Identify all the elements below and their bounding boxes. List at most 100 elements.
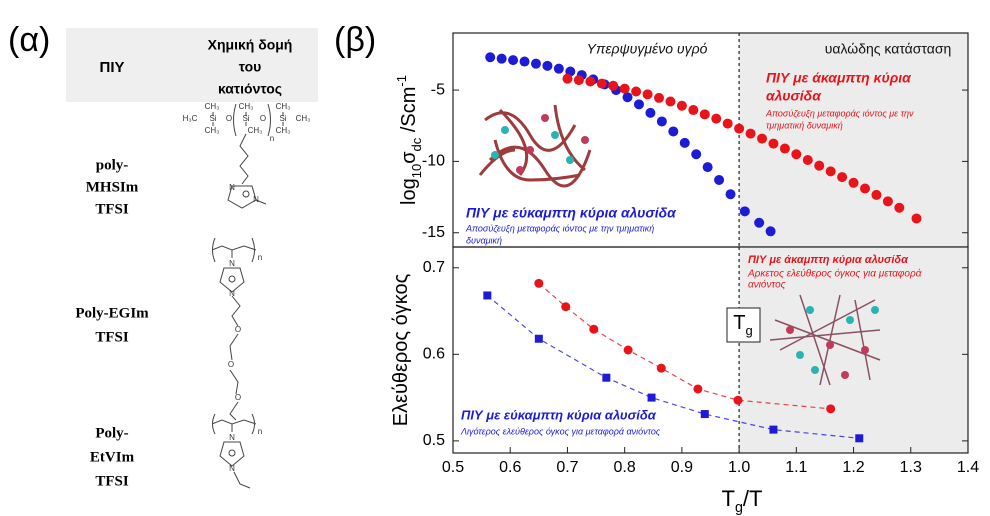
- marker: [561, 302, 571, 312]
- polymer-name: EtVIm: [90, 449, 135, 465]
- annotation: αλυσίδα: [766, 88, 822, 104]
- marker: [734, 123, 745, 134]
- annotation: ΠΙΥ με εύκαμπτη κύρια αλυσίδα: [466, 205, 677, 221]
- marker: [882, 196, 893, 207]
- marker: [768, 138, 779, 149]
- label-part: g: [745, 323, 752, 338]
- x-tick-label: 0.6: [499, 459, 521, 476]
- marker: [826, 404, 836, 414]
- structure: [212, 103, 284, 209]
- table-header: κατιόντος: [218, 81, 282, 97]
- label-part: T: [733, 312, 745, 334]
- x-tick-label: 1.2: [842, 459, 864, 476]
- table-header-bg: [66, 28, 318, 102]
- table-header: του: [239, 59, 262, 75]
- atom-label: n: [258, 427, 262, 436]
- marker: [676, 100, 687, 111]
- marker: [871, 189, 882, 200]
- marker: [633, 99, 644, 110]
- marker: [837, 172, 848, 183]
- x-tick-label: 0.9: [671, 459, 693, 476]
- atom-label: CH₃: [276, 102, 291, 111]
- marker: [733, 395, 743, 405]
- polymer-name: Poly-: [95, 425, 128, 441]
- marker: [769, 425, 778, 434]
- marker: [562, 73, 573, 84]
- marker: [757, 133, 767, 144]
- marker: [860, 183, 870, 194]
- marker: [542, 60, 553, 71]
- polymer-name: MHSIm: [86, 179, 139, 195]
- marker: [814, 160, 825, 171]
- marker: [711, 113, 722, 124]
- marker: [619, 83, 630, 94]
- marker: [722, 118, 733, 129]
- marker: [691, 149, 702, 160]
- annotation: Αποσύζευξη μεταφοράς ιόντος με την τμημα…: [465, 223, 654, 233]
- label-part: 10: [409, 164, 424, 178]
- marker: [589, 324, 599, 334]
- marker: [496, 53, 507, 64]
- annotation: ανιόντος: [748, 279, 786, 291]
- x-axis-label: Tg/T: [722, 486, 763, 516]
- schematic-rigid: [769, 294, 881, 386]
- atom-label: N: [229, 183, 235, 192]
- tg-label: Tg: [733, 312, 752, 338]
- y-tick-label: -15: [422, 224, 445, 241]
- marker: [668, 126, 679, 137]
- label-part: T: [722, 486, 735, 511]
- x-tick-label: 1.4: [957, 459, 979, 476]
- marker: [596, 78, 607, 89]
- annotation: δυναμική: [466, 235, 502, 245]
- atom-label: CH₃: [276, 126, 291, 135]
- marker: [508, 55, 519, 66]
- annotation: τμηματική δυναμική: [766, 120, 843, 130]
- polymer-name: TFSI: [95, 473, 129, 489]
- marker: [825, 166, 836, 177]
- table-header: ΠΙΥ: [99, 59, 124, 76]
- structure: [211, 237, 257, 421]
- marker: [602, 373, 611, 382]
- marker: [779, 143, 790, 154]
- marker: [573, 75, 584, 86]
- marker: [608, 80, 619, 91]
- marker: [483, 291, 492, 300]
- marker: [622, 92, 633, 103]
- schematic-rigid-ions: [786, 306, 879, 379]
- annotation: ΠΙΥ με εύκαμπτη κύρια αλυσίδα: [461, 407, 657, 422]
- marker: [791, 149, 802, 160]
- polymer-name: TFSI: [95, 329, 129, 345]
- marker: [693, 384, 703, 394]
- atom-label: CH₃: [248, 126, 263, 135]
- atom-label: N: [229, 433, 235, 442]
- marker: [725, 189, 736, 200]
- y-tick-label: 0.7: [423, 259, 445, 276]
- marker: [530, 58, 541, 69]
- atom-label: CH₃: [239, 102, 254, 111]
- atom-label: CH₃: [205, 126, 220, 135]
- marker: [656, 363, 666, 373]
- atom-label: N: [229, 289, 235, 298]
- marker: [631, 86, 642, 97]
- marker: [553, 63, 564, 74]
- label-part: Ελεύθερος όγκος: [390, 273, 412, 426]
- marker: [654, 92, 664, 103]
- x-tick-label: 1.0: [728, 459, 750, 476]
- marker: [848, 177, 859, 188]
- label-part: log: [398, 178, 420, 205]
- marker: [765, 226, 776, 237]
- atom-label: N: [229, 464, 235, 473]
- marker: [714, 174, 725, 185]
- schematic-flexible: [478, 104, 592, 188]
- panel-label: (α): [8, 21, 50, 59]
- marker: [679, 137, 690, 148]
- marker: [739, 206, 750, 217]
- label-part: -1: [394, 75, 409, 87]
- y-tick-label: 0.6: [423, 346, 445, 363]
- y-axis-label: log10σdc /Scm-1: [394, 75, 424, 205]
- annotation: Αρκετος ελεύθερος όγκος για μεταφορά: [747, 268, 922, 280]
- label-part: σ: [398, 151, 420, 164]
- atom-label: CH₃: [296, 114, 311, 123]
- chart: -5 -10 -15 log10σdc /Scm-1 Υπερψυγμένο υγρό υ…: [394, 32, 969, 248]
